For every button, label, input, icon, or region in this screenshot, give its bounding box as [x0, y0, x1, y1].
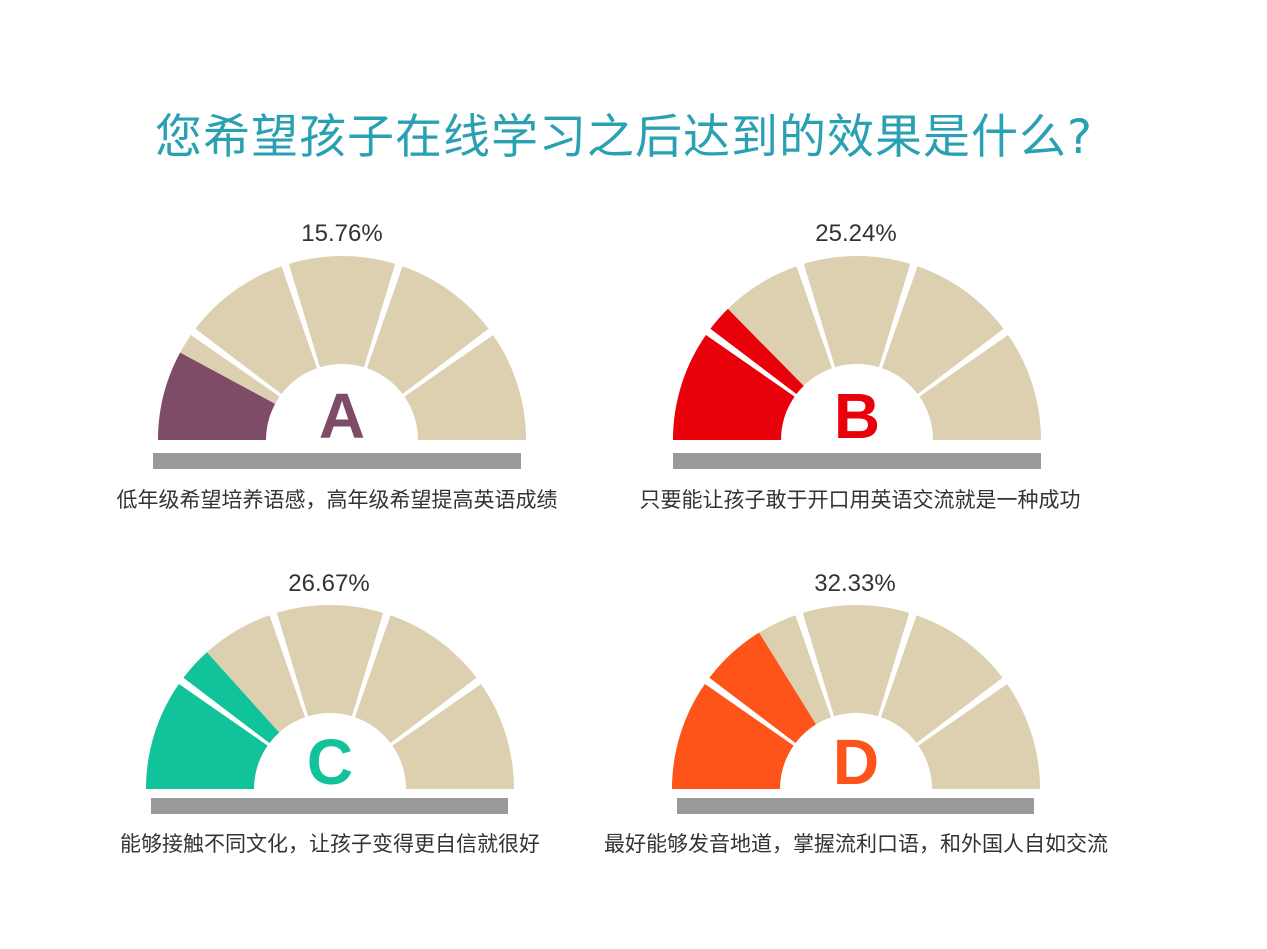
gauge-c-fill-2	[183, 652, 280, 744]
gauge-c-fill-1	[146, 683, 268, 789]
caption-c: 能够接触不同文化，让孩子变得更自信就很好	[120, 832, 540, 856]
percent-label-a: 15.76%	[301, 220, 383, 247]
gauge-c	[146, 605, 514, 789]
gauge-c-segment-5	[392, 683, 514, 789]
gauge-a-segment-3	[288, 256, 396, 368]
gauge-letter-c: C	[306, 726, 354, 798]
gauge-d-fill-2	[709, 632, 816, 744]
gauge-b-segment-4	[881, 266, 1004, 395]
gauge-b	[673, 256, 1041, 440]
percent-label-c: 26.67%	[288, 570, 370, 597]
gauge-d-segment-4	[880, 615, 1003, 744]
percent-label-d: 32.33%	[814, 570, 896, 597]
gauge-d	[672, 605, 1040, 789]
gauge-b-segment-3	[803, 256, 911, 368]
gauge-a-segment-2	[195, 266, 318, 395]
gauge-c-segment-4	[354, 615, 477, 744]
gauge-letter-b: B	[833, 380, 881, 452]
gauge-letter-a: A	[318, 380, 366, 452]
gauge-a-segment-4	[366, 266, 489, 395]
gauge-d-segment-3	[802, 605, 910, 717]
caption-b: 只要能让孩子敢于开口用英语交流就是一种成功	[639, 488, 1081, 512]
baseline-a	[153, 453, 521, 469]
gauge-a-segment-5	[404, 334, 526, 440]
gauge-d-segment-5	[918, 683, 1040, 789]
gauge-b-segment-5	[919, 334, 1041, 440]
caption-a: 低年级希望培养语感，高年级希望提高英语成绩	[116, 488, 558, 512]
gauge-c-segment-3	[276, 605, 384, 717]
caption-d: 最好能够发音地道，掌握流利口语，和外国人自如交流	[604, 832, 1108, 856]
gauge-b-segment-2	[710, 266, 833, 395]
baseline-b	[673, 453, 1041, 469]
gauge-b-fill-1	[673, 334, 795, 440]
baseline-c	[151, 798, 508, 814]
gauge-b-fill-2	[710, 308, 804, 395]
gauge-letter-d: D	[832, 726, 880, 798]
gauge-a	[158, 256, 526, 440]
gauge-c-segment-2	[183, 615, 306, 744]
gauge-a-fill-1	[158, 352, 276, 440]
baseline-d	[677, 798, 1034, 814]
page-title: 您希望孩子在线学习之后达到的效果是什么?	[155, 110, 1093, 165]
percent-label-b: 25.24%	[815, 220, 897, 247]
gauge-d-fill-1	[672, 683, 794, 789]
